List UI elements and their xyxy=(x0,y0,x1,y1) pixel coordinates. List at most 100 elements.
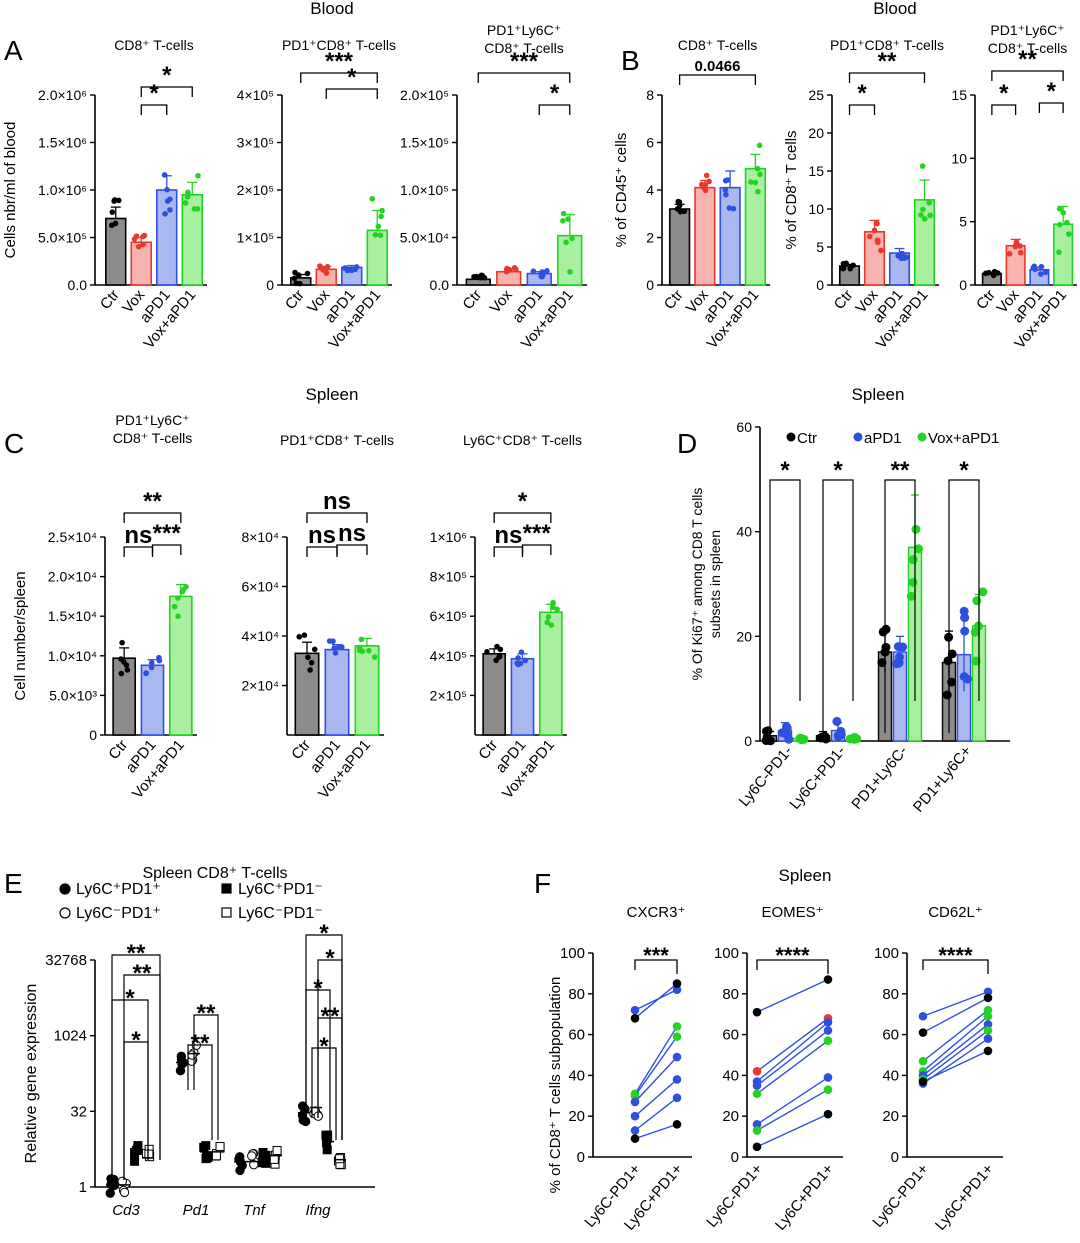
data-point-C1 xyxy=(119,639,125,646)
data-point-C3 xyxy=(522,657,529,664)
title-line: PD1⁺Ly6C⁺ xyxy=(487,22,561,38)
data-point-D xyxy=(852,734,862,744)
data-point-E xyxy=(335,1154,345,1164)
panel-letter-e: E xyxy=(4,868,23,899)
bar-C3-2 xyxy=(538,611,563,736)
legend-label-E: Ly6C⁻PD1⁻ xyxy=(238,905,323,922)
data-point-F1 xyxy=(672,1075,682,1084)
y-tick-label-F2: 60 xyxy=(722,1027,739,1044)
significance-label-C1: ns xyxy=(124,522,152,549)
chart-title-B2: PD1⁺CD8⁺ T-cells xyxy=(830,37,944,53)
y-tick-label-C2: 2×10⁴ xyxy=(241,678,279,694)
y-tick-label-C1: 2.5×10⁴ xyxy=(48,529,97,545)
data-point-A3 xyxy=(560,218,566,224)
x-tick-label-E: Tnf xyxy=(243,1202,267,1219)
significance-label-D: * xyxy=(780,457,790,484)
data-point-A2 xyxy=(369,196,376,202)
pair-line-F2 xyxy=(756,1040,829,1095)
data-point-A2 xyxy=(292,269,298,276)
x-tick-label-E: Pd1 xyxy=(183,1202,210,1219)
data-point-B1 xyxy=(676,202,683,209)
y-tick-label-A2: 2×10⁵ xyxy=(237,182,274,198)
data-point-C1 xyxy=(118,670,125,677)
pair-line-F1 xyxy=(634,1026,678,1095)
data-point-A2 xyxy=(378,213,384,220)
y-tick-label-A1: 2.0×10⁶ xyxy=(38,87,87,103)
y-tick-label-A1: 1.5×10⁶ xyxy=(38,135,87,151)
data-point-B2 xyxy=(871,227,878,234)
data-point-B1 xyxy=(752,179,759,186)
data-point-D xyxy=(881,624,891,634)
data-point-F3 xyxy=(918,1028,928,1037)
data-point-A1 xyxy=(191,206,198,212)
data-point-B3 xyxy=(1056,249,1062,255)
data-point-A3 xyxy=(506,267,513,273)
y-tick-label-C1: 5.0×10³ xyxy=(49,687,97,703)
y-tick-label-C1: 1.5×10⁴ xyxy=(48,608,97,624)
data-point-C3 xyxy=(517,660,524,667)
data-point-E xyxy=(272,1146,282,1156)
data-point-B1 xyxy=(755,188,761,195)
data-point-F2 xyxy=(823,1073,833,1082)
data-point-D xyxy=(784,734,794,744)
bar-B1-0 xyxy=(668,208,691,286)
title-line: PD1⁺Ly6C⁺ xyxy=(990,22,1064,38)
title-line: CD8⁺ T-cells xyxy=(988,40,1067,56)
data-point-A1 xyxy=(184,193,191,200)
significance-label-E: * xyxy=(125,985,135,1012)
bar-A1-0 xyxy=(105,217,127,286)
data-point-E xyxy=(133,1141,143,1151)
y-tick-label-F2: 20 xyxy=(722,1108,739,1125)
data-point-C2 xyxy=(301,632,308,638)
data-point-D xyxy=(833,732,843,742)
y-tick-label-D: 60 xyxy=(736,419,752,435)
legend-label-D: aPD1 xyxy=(864,430,902,447)
y-tick-label-F2: 0 xyxy=(731,1149,739,1166)
data-point-F2 xyxy=(823,975,833,984)
x-tick-label-A3: Ctr xyxy=(459,287,485,313)
y-tick-label-C3: 6×10⁵ xyxy=(430,608,467,624)
data-point-A2 xyxy=(324,263,331,270)
data-point-B3 xyxy=(1018,249,1024,256)
y-label-E: Relative gene expression xyxy=(23,984,40,1164)
data-point-E xyxy=(269,1154,279,1164)
data-point-F3 xyxy=(983,993,993,1003)
data-point-B2 xyxy=(895,253,901,259)
data-point-F3 xyxy=(983,1020,993,1029)
y-tick-label-F3: 0 xyxy=(891,1149,899,1166)
y-tick-label-F3: 40 xyxy=(882,1067,899,1084)
y-tick-label-B2: 0 xyxy=(816,277,824,293)
significance-label-E: * xyxy=(131,1027,141,1054)
significance-label-B3: * xyxy=(1047,78,1057,105)
significance-label-C1: ** xyxy=(143,488,162,515)
data-point-B2 xyxy=(843,260,850,267)
data-point-D xyxy=(947,649,957,659)
pair-line-F2 xyxy=(756,1017,829,1072)
data-point-F3 xyxy=(918,1011,928,1021)
significance-bracket-B2 xyxy=(848,72,926,83)
x-tick-label-A2: Ctr xyxy=(282,287,308,313)
significance-label-E: * xyxy=(319,1033,329,1060)
y-tick-label-C2: 6×10⁴ xyxy=(241,579,279,595)
data-point-C3 xyxy=(548,622,555,628)
significance-label-E: ** xyxy=(191,1030,210,1057)
data-point-D xyxy=(911,524,921,534)
pair-line-F3 xyxy=(922,1023,989,1076)
data-point-B1 xyxy=(723,191,729,198)
data-point-E xyxy=(215,1141,225,1151)
y-tick-label-B1: 4 xyxy=(646,182,654,198)
data-point-E xyxy=(119,1187,130,1198)
significance-label-C3: *** xyxy=(523,520,552,547)
data-point-D xyxy=(845,734,855,744)
data-point-F2 xyxy=(752,1126,762,1135)
pair-line-F3 xyxy=(922,1029,989,1081)
bar-A2-3 xyxy=(366,229,388,286)
panel-letter-b: B xyxy=(621,45,640,76)
significance-bracket-E xyxy=(187,1044,213,1140)
significance-bracket-E xyxy=(193,1014,219,1140)
data-point-A1 xyxy=(109,209,116,215)
data-point-B3 xyxy=(1013,239,1020,245)
data-point-D xyxy=(963,674,973,684)
significance-label-B3: * xyxy=(999,80,1009,107)
y-tick-label-B2: 25 xyxy=(808,87,824,103)
